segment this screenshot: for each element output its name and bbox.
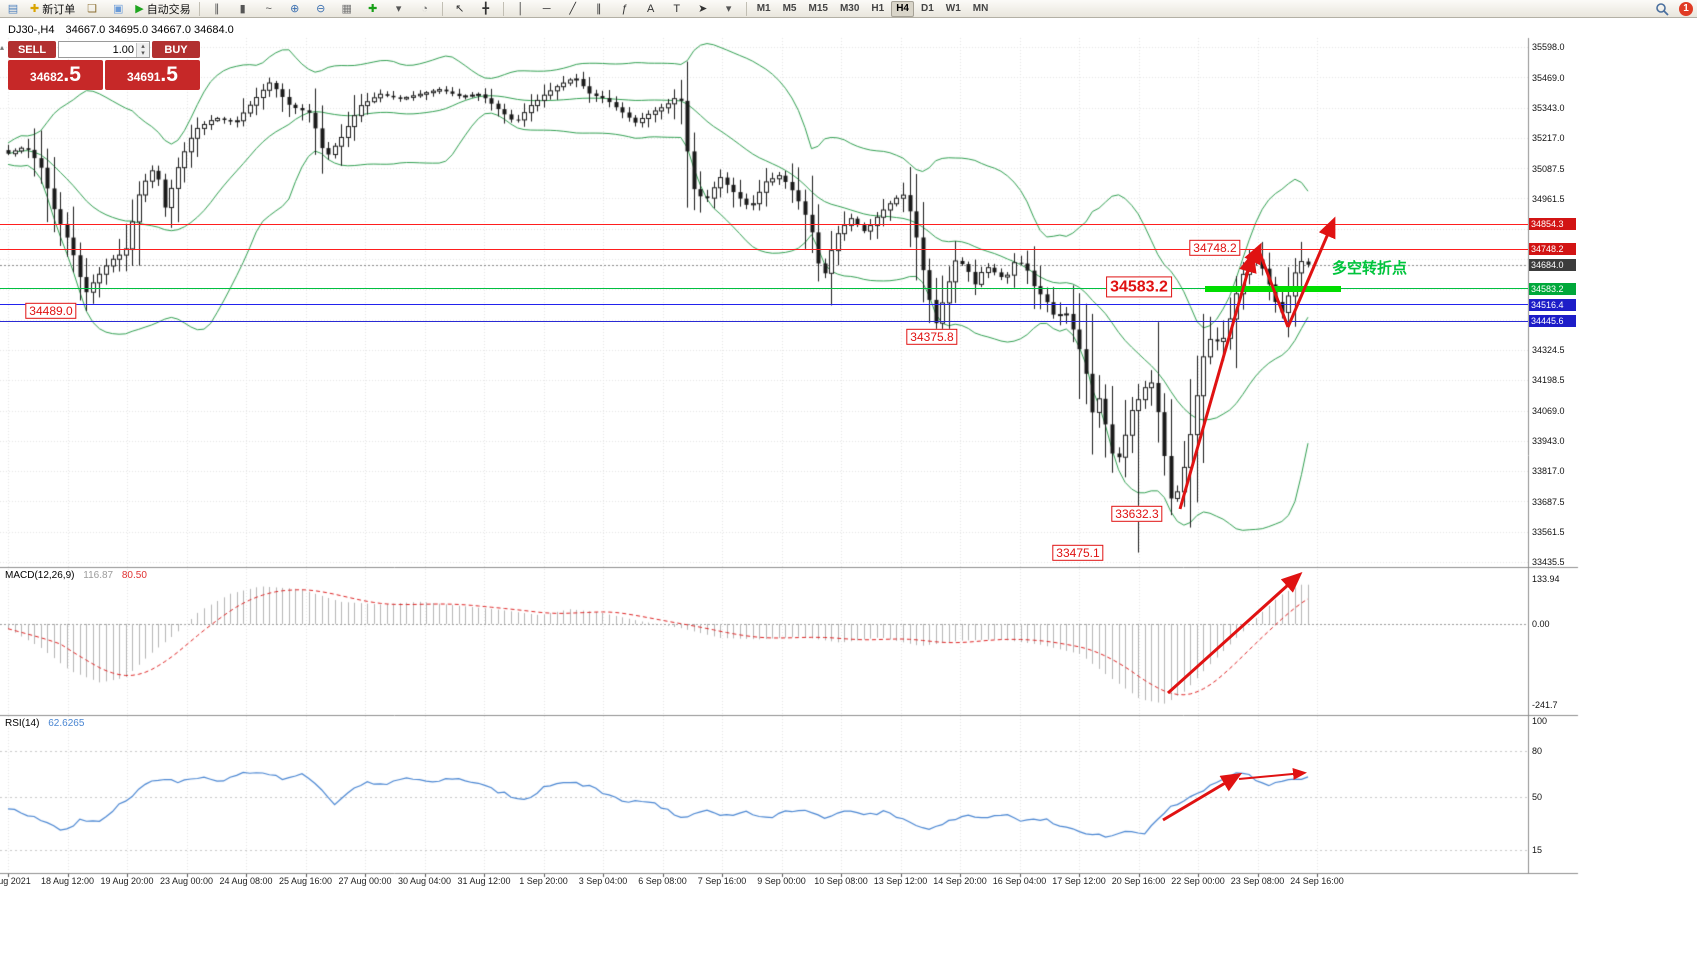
new-order-label: 新订单 <box>42 3 76 16</box>
text-icon: A <box>647 2 655 15</box>
buy-price-pips: .5 <box>160 63 178 86</box>
zoom-in-icon: ⊕ <box>290 3 300 15</box>
sell-price-main: 34682 <box>30 70 64 84</box>
new-chart-icon: ▤ <box>7 3 19 15</box>
timeframe-h1[interactable]: H1 <box>871 3 885 14</box>
macd-value: 116.87 <box>83 570 114 581</box>
crosshair-icon: ╋ <box>482 3 489 15</box>
text-label-icon: T <box>673 2 681 15</box>
fibonacci-button[interactable]: ƒ <box>613 0 637 18</box>
toolbar-separator <box>502 1 504 16</box>
crosshair-button[interactable]: ╋ <box>474 0 498 18</box>
buy-price-main: 34691 <box>127 70 161 84</box>
arrows-tool-icon: ➤ <box>698 3 708 15</box>
horizontal-line-button[interactable]: ─ <box>535 0 559 18</box>
tile-windows-icon: ▦ <box>341 3 352 15</box>
timeframe-m15[interactable]: M15 <box>808 3 828 14</box>
one-click-collapse-icon[interactable]: ▴ <box>0 43 5 52</box>
vertical-line-icon: │ <box>517 2 525 15</box>
profiles-icon: ❏ <box>87 3 98 15</box>
new-order-icon: ✚ <box>30 3 40 15</box>
buy-price-button[interactable]: 34691 .5 <box>105 60 200 90</box>
bar-chart-mode-icon: ∥ <box>213 3 220 15</box>
trendline-icon: ╱ <box>569 3 576 15</box>
zoom-out-button[interactable]: ⊖ <box>309 0 333 18</box>
new-chart-button[interactable]: ▤ <box>1 0 25 18</box>
line-chart-mode-button[interactable]: ~ <box>257 0 281 18</box>
channel-icon: ∥ <box>595 3 602 15</box>
vertical-line-button[interactable]: │ <box>509 0 533 18</box>
toolbar-separator <box>441 1 443 16</box>
tile-windows-button[interactable]: ▦ <box>335 0 359 18</box>
chart-canvas[interactable] <box>0 19 1697 963</box>
volume-box: ▴ ▾ <box>58 41 150 58</box>
chinese-annotation: 多空转折点 <box>1332 260 1408 277</box>
search-icon[interactable] <box>1655 2 1669 16</box>
chart-window: 34748.2 34583.2 34489.0 34375.8 33632.3 33475… <box>0 19 1697 963</box>
notification-badge[interactable]: 1 <box>1679 1 1693 16</box>
timeframe-m1[interactable]: M1 <box>756 3 771 14</box>
toolbar-separator <box>745 1 747 16</box>
symbol-name: DJ30-,H4 <box>8 24 55 36</box>
autotrading-icon: ▶ <box>135 3 144 15</box>
arrows-tool-button[interactable]: ➤ <box>691 0 715 18</box>
timeframe-h4[interactable]: H4 <box>891 0 914 17</box>
profiles-button[interactable]: ❏ <box>80 0 104 18</box>
auto-scroll-button[interactable]: ◔ <box>413 0 437 18</box>
fibonacci-icon: ƒ <box>621 2 628 15</box>
timeframe-m30[interactable]: M30 <box>839 3 860 14</box>
volume-input[interactable] <box>59 43 136 56</box>
toolbar-separator <box>198 1 200 16</box>
line-chart-mode-icon: ~ <box>265 2 272 15</box>
indicators-icon: ✚ <box>368 3 378 15</box>
buy-button[interactable]: BUY <box>152 41 200 58</box>
cursor-button[interactable]: ↖ <box>448 0 472 18</box>
text-button[interactable]: A <box>639 0 663 18</box>
zoom-out-icon: ⊖ <box>316 3 326 15</box>
macd-header: MACD(12,26,9) 116.87 80.50 <box>5 570 147 581</box>
channel-button[interactable]: ∥ <box>587 0 611 18</box>
horizontal-line-icon: ─ <box>542 2 551 15</box>
auto-scroll-icon: ◔ <box>421 2 429 15</box>
zoom-in-button[interactable]: ⊕ <box>283 0 307 18</box>
autotrading-button[interactable]: ▶ 自动交易 <box>132 0 193 18</box>
macd-signal-value: 80.50 <box>121 570 147 581</box>
more-tools-icon: ▾ <box>725 3 732 15</box>
sell-price-pips: .5 <box>63 63 81 86</box>
new-order-button[interactable]: ✚ 新订单 <box>27 0 78 18</box>
bar-chart-mode-button[interactable]: ∥ <box>205 0 229 18</box>
candle-chart-mode-button[interactable]: ▮ <box>231 0 255 18</box>
autotrading-label: 自动交易 <box>146 3 191 16</box>
rsi-value: 62.6265 <box>48 718 85 729</box>
one-click-trading-panel: SELL ▴ ▾ BUY 34682 .5 34691 .5 <box>8 41 200 90</box>
toolbar-right: 1 <box>1649 1 1697 16</box>
ohlc-values: 34667.0 34695.0 34667.0 34684.0 <box>65 24 234 36</box>
sell-button[interactable]: SELL <box>8 41 56 58</box>
indicator-list-button[interactable]: ▾ <box>387 0 411 18</box>
timeframe-m5[interactable]: M5 <box>782 3 797 14</box>
volume-spinner: ▴ ▾ <box>136 42 149 57</box>
candle-chart-mode-icon: ▮ <box>239 3 246 15</box>
indicator-list-icon: ▾ <box>395 3 402 15</box>
volume-up-icon[interactable]: ▴ <box>137 42 149 50</box>
trendline-button[interactable]: ╱ <box>561 0 585 18</box>
sell-price-button[interactable]: 34682 .5 <box>8 60 103 90</box>
indicators-button[interactable]: ✚ <box>361 0 385 18</box>
macd-label: MACD(12,26,9) <box>5 570 75 581</box>
timeframe-d1[interactable]: D1 <box>921 3 934 14</box>
timeframe-w1[interactable]: W1 <box>945 3 961 14</box>
rsi-label: RSI(14) <box>5 718 40 729</box>
symbol-ohlc-line: DJ30-,H4 34667.0 34695.0 34667.0 34684.0 <box>8 24 234 36</box>
more-tools-button[interactable]: ▾ <box>717 0 741 18</box>
data-window-icon: ▣ <box>113 3 124 15</box>
toolbar-buttons: ▤ ✚ 新订单 ❏ ▣ ▶ 自动交易 ∥ ▮ ~ ⊕ ⊖ ▦ ✚ ▾ ◔ ↖ ╋ │ ─ ╱ ∥ ƒ A T ➤ ▾ M1 M5 M15 M… <box>0 0 994 18</box>
rsi-header: RSI(14) 62.6265 <box>5 718 84 729</box>
text-label-button[interactable]: T <box>665 0 689 18</box>
cursor-icon: ↖ <box>455 3 465 15</box>
toolbar: ▤ ✚ 新订单 ❏ ▣ ▶ 自动交易 ∥ ▮ ~ ⊕ ⊖ ▦ ✚ ▾ ◔ ↖ ╋ │ ─ ╱ ∥ ƒ A T ➤ ▾ M1 M5 M15 M… <box>0 0 1697 18</box>
volume-down-icon[interactable]: ▾ <box>137 49 149 57</box>
data-window-button[interactable]: ▣ <box>106 0 130 18</box>
timeframe-mn[interactable]: MN <box>972 3 989 14</box>
